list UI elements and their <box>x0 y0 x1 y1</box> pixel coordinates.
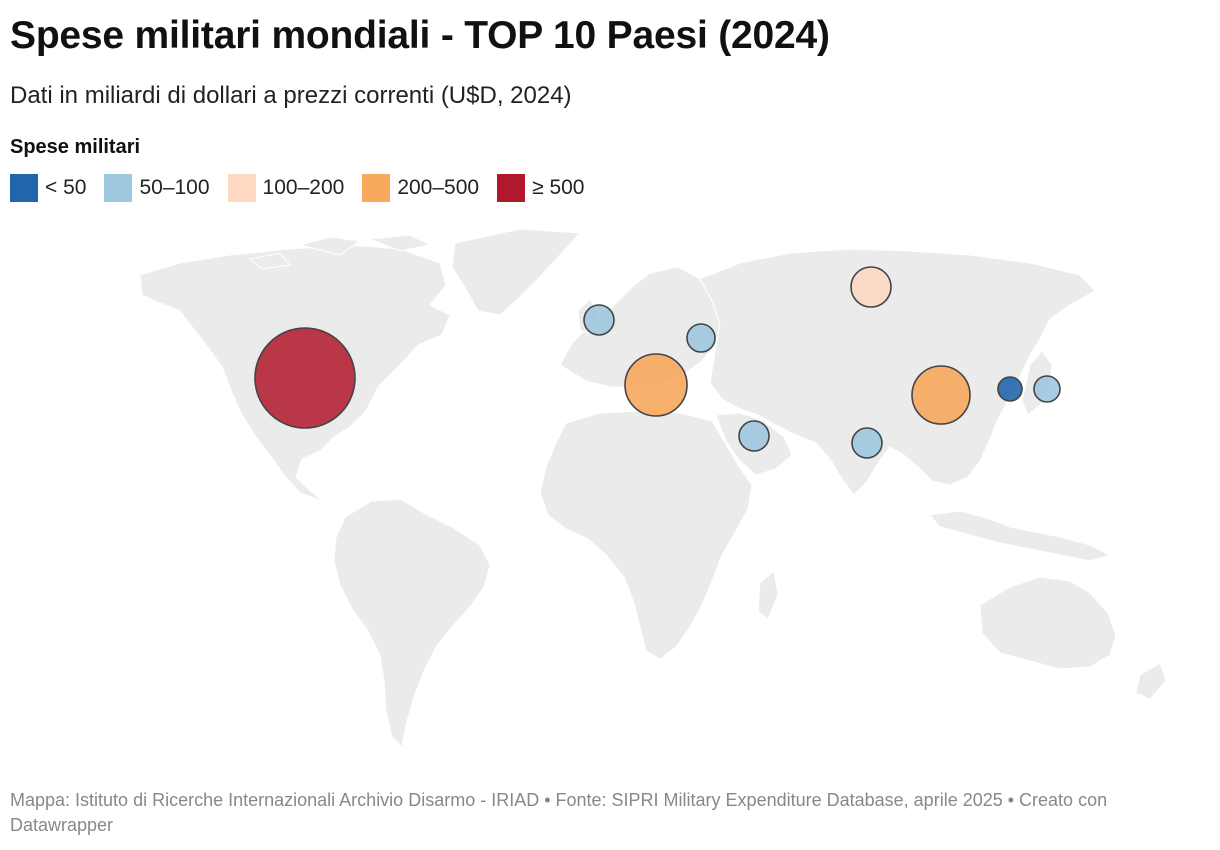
legend-item-100-200: 100–200 <box>227 174 345 202</box>
bubble-india[interactable] <box>851 427 883 459</box>
legend-swatch-lt50 <box>10 174 38 202</box>
world-map <box>0 215 1220 760</box>
land-arctic-islands <box>248 234 432 270</box>
chart-subtitle: Dati in miliardi di dollari a prezzi cor… <box>10 82 572 109</box>
bubble-united-states[interactable] <box>254 327 356 429</box>
legend-label-100-200: 100–200 <box>262 176 345 199</box>
land-greenland <box>451 228 582 316</box>
legend-item-50-100: 50–100 <box>104 174 210 202</box>
legend-swatch-50-100 <box>104 174 133 202</box>
legend-swatch-200-500 <box>362 174 391 202</box>
legend: < 50 50–100 100–200 200–500 ≥ 500 <box>10 174 602 202</box>
world-map-svg <box>139 228 1167 749</box>
bubble-china[interactable] <box>911 365 971 425</box>
legend-label-50-100: 50–100 <box>139 176 210 199</box>
land-indonesia <box>929 510 1112 562</box>
land-australia <box>979 576 1117 670</box>
land-asia <box>699 248 1096 496</box>
legend-item-200-500: 200–500 <box>362 174 479 202</box>
legend-swatch-gte500 <box>497 174 526 202</box>
legend-item-gte500: ≥ 500 <box>497 174 584 202</box>
land-south-america <box>333 498 491 749</box>
bubble-south-korea[interactable] <box>997 376 1023 402</box>
bubbles <box>254 266 1061 459</box>
land-masses <box>139 228 1167 749</box>
legend-title: Spese militari <box>10 136 141 158</box>
legend-label-gte500: ≥ 500 <box>532 176 585 199</box>
legend-label-200-500: 200–500 <box>397 176 480 199</box>
legend-item-lt50: < 50 <box>10 174 86 202</box>
source-footer: Mappa: Istituto di Ricerche Internaziona… <box>10 790 1108 835</box>
land-africa <box>539 410 753 660</box>
legend-label-lt50: < 50 <box>45 176 87 199</box>
land-madagascar <box>757 570 779 620</box>
bubble-mediterranean[interactable] <box>624 353 688 417</box>
legend-swatch-100-200 <box>227 174 256 202</box>
chart-title: Spese militari mondiali - TOP 10 Paesi (… <box>10 14 830 57</box>
bubble-russia[interactable] <box>850 266 892 308</box>
bubble-saudi-arabia[interactable] <box>738 420 770 452</box>
land-new-zealand <box>1135 662 1167 700</box>
bubble-united-kingdom[interactable] <box>583 304 615 336</box>
bubble-ukraine[interactable] <box>686 323 716 353</box>
bubble-japan[interactable] <box>1033 375 1061 403</box>
